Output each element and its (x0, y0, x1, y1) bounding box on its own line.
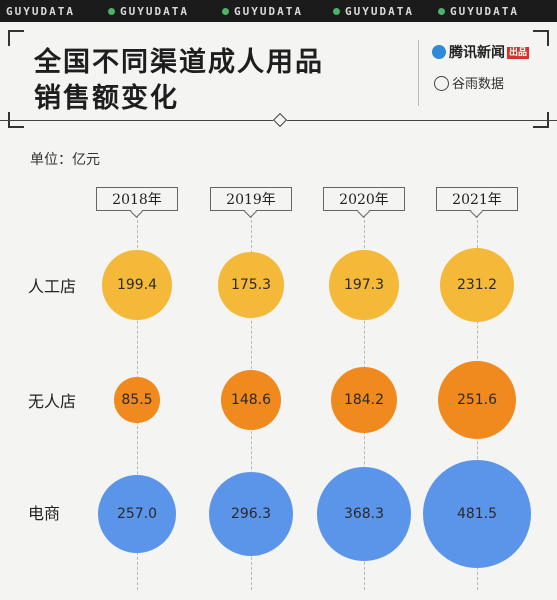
tencent-news-icon (432, 45, 446, 59)
bubble-value-label: 175.3 (230, 276, 272, 293)
bubble-value-label: 184.2 (343, 391, 385, 408)
bubble-value-label: 296.3 (230, 505, 272, 522)
guyu-data-logo: 谷雨数据 (434, 73, 504, 92)
banner-text: GUYUDATA (345, 5, 414, 18)
chart-title-line1: 全国不同渠道成人用品 (34, 47, 324, 78)
diamond-ornament-icon (272, 112, 288, 128)
bubble-point: 251.6 (437, 360, 517, 440)
frame-corner (533, 30, 549, 46)
produced-badge: 出品 (507, 47, 530, 59)
row-label-unmanned-store: 无人店 (28, 392, 77, 411)
chart-title-line2: 销售额变化 (34, 83, 179, 114)
banner-text: GUYUDATA (120, 5, 189, 18)
bubble-value-label: 197.3 (343, 276, 385, 293)
frame-corner (8, 30, 24, 46)
row-label-ecommerce: 电商 (28, 504, 61, 523)
header-rule (0, 120, 273, 121)
bubble-value-label: 481.5 (456, 506, 498, 522)
bubble-point: 85.5 (114, 377, 160, 423)
bubble-point: 199.4 (102, 250, 172, 320)
guyu-data-text: 谷雨数据 (452, 77, 505, 92)
banner-text: GUYUDATA (450, 5, 519, 18)
header-divider (418, 40, 419, 106)
header-rule (287, 120, 557, 121)
bubble-value-label: 199.4 (116, 276, 158, 293)
year-label-2018: 2018年 (96, 187, 178, 211)
banner-dot-icon (222, 8, 229, 15)
bubble-value-label: 85.5 (121, 391, 153, 408)
bubble-value-label: 257.0 (116, 505, 158, 522)
bubble-point: 481.5 (423, 460, 531, 568)
year-label-2019: 2019年 (210, 187, 292, 211)
bubble-point: 197.3 (329, 250, 399, 320)
bubble-point: 368.3 (316, 466, 412, 562)
bubble-value-label: 368.3 (343, 505, 385, 522)
bubble-point: 175.3 (218, 252, 284, 318)
banner-dot-icon (438, 8, 445, 15)
guyu-logo-icon (434, 76, 449, 91)
bubble-value-label: 231.2 (456, 276, 498, 293)
bubble-value-label: 251.6 (456, 391, 498, 408)
row-label-manual-store: 人工店 (28, 277, 77, 296)
banner-dot-icon (108, 8, 115, 15)
banner-text: GUYUDATA (234, 5, 303, 18)
banner: GUYUDATA GUYUDATA GUYUDATA GUYUDATA GUYU… (0, 0, 557, 22)
year-label-2020: 2020年 (323, 187, 405, 211)
tencent-news-logo: 腾讯新闻 出品 (432, 42, 530, 62)
year-label-2021: 2021年 (436, 187, 518, 211)
bubble-point: 296.3 (208, 471, 294, 557)
bubble-point: 148.6 (221, 370, 281, 430)
bubble-point: 257.0 (97, 474, 177, 554)
banner-text: GUYUDATA (6, 5, 75, 18)
unit-label: 单位：亿元 (30, 152, 100, 168)
bubble-value-label: 148.6 (230, 391, 272, 408)
banner-dot-icon (333, 8, 340, 15)
tencent-news-text: 腾讯新闻 (449, 45, 505, 61)
bubble-point: 184.2 (330, 366, 398, 434)
bubble-point: 231.2 (439, 247, 515, 323)
